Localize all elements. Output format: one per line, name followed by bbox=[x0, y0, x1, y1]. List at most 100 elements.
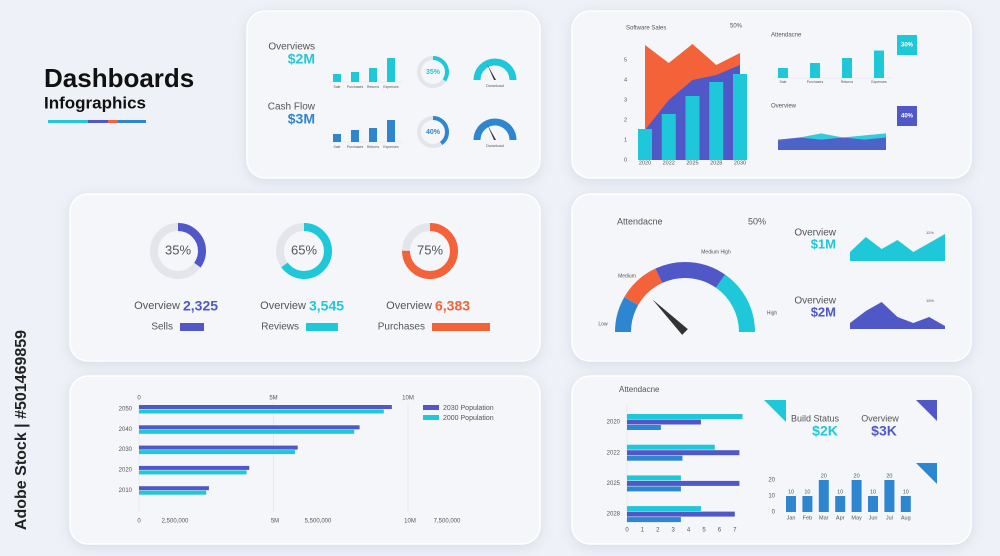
panel bbox=[246, 10, 541, 179]
badge-label: 40% bbox=[901, 114, 914, 120]
name: Sells bbox=[151, 322, 173, 333]
x-tick-label: 0 bbox=[137, 396, 141, 402]
gauge-label: Medium High bbox=[701, 249, 731, 255]
gauge-segment bbox=[655, 262, 726, 288]
bar-category: Returns bbox=[367, 145, 380, 149]
bar bbox=[139, 486, 209, 491]
gauge-needle bbox=[652, 299, 688, 335]
bar bbox=[139, 465, 250, 470]
accent bbox=[108, 120, 118, 123]
y-tick-label: 2050 bbox=[119, 407, 133, 413]
x-tick-label: 2025 bbox=[686, 160, 698, 166]
legend-label: 2030 Population bbox=[443, 405, 494, 412]
bar bbox=[627, 419, 701, 425]
bar bbox=[842, 58, 852, 78]
bar bbox=[874, 50, 884, 78]
bar-category: Returns bbox=[367, 85, 380, 89]
x-tick-label: 10M bbox=[402, 396, 414, 402]
bar bbox=[351, 130, 359, 142]
bar bbox=[369, 128, 377, 142]
bar-category: Purchases bbox=[347, 85, 364, 89]
y-tick-label: 4 bbox=[624, 77, 627, 83]
gauge-label: Download bbox=[486, 143, 504, 148]
bar bbox=[627, 475, 681, 481]
gauge-label: Low bbox=[598, 321, 608, 327]
donut-label: 35% bbox=[426, 69, 441, 76]
legend-swatch bbox=[423, 415, 439, 420]
amount: 6,383 bbox=[435, 298, 470, 314]
bar bbox=[802, 496, 813, 512]
x-tick-label: 1 bbox=[641, 528, 645, 534]
badge bbox=[897, 35, 917, 55]
gauge-segment bbox=[715, 274, 755, 333]
y-tick-label: 0 bbox=[772, 510, 776, 516]
value-label: 20 bbox=[886, 473, 892, 479]
decor bbox=[764, 400, 786, 422]
accent bbox=[88, 120, 108, 123]
bar bbox=[139, 409, 384, 414]
item-label: Overviews bbox=[268, 42, 315, 53]
y-tick-label: 2022 bbox=[607, 450, 621, 456]
accent bbox=[118, 120, 146, 123]
gauge-label: High bbox=[767, 310, 778, 316]
y-tick-label: 20 bbox=[768, 478, 775, 484]
bar bbox=[387, 120, 395, 142]
subtitle: Infographics bbox=[44, 93, 146, 112]
bar bbox=[627, 506, 701, 512]
bar bbox=[627, 450, 740, 456]
y-tick-label: 2030 bbox=[119, 447, 133, 453]
x-tick-label: 5M bbox=[269, 396, 277, 402]
name: Purchases bbox=[378, 322, 425, 333]
amount: 2,325 bbox=[183, 298, 218, 314]
bottom-label: 5M bbox=[271, 519, 279, 525]
x-tick-label: Jul bbox=[886, 515, 893, 521]
bar bbox=[139, 429, 355, 434]
chart-title: Attendacne bbox=[619, 385, 660, 394]
value-label: 10 bbox=[837, 489, 843, 495]
caption: Build Status bbox=[791, 413, 840, 423]
value-label: 10 bbox=[788, 489, 794, 495]
donut-label: 40% bbox=[426, 129, 441, 136]
amount: $3K bbox=[871, 423, 897, 439]
amount: $1M bbox=[811, 236, 836, 251]
bar bbox=[851, 480, 862, 512]
value-label: 10 bbox=[804, 489, 810, 495]
x-tick-label: 2030 bbox=[734, 160, 746, 166]
chart-title: Attendacne bbox=[771, 33, 802, 39]
bar bbox=[627, 480, 740, 486]
y-tick-label: 2020 bbox=[119, 467, 133, 473]
amount: 3,545 bbox=[309, 298, 344, 314]
bar bbox=[733, 74, 747, 160]
chart-percent: 50% bbox=[730, 24, 743, 30]
legend-label: 2000 Population bbox=[443, 415, 494, 422]
chart-percent: 50% bbox=[748, 216, 766, 226]
mini-gauge bbox=[473, 118, 517, 141]
bar bbox=[627, 486, 681, 492]
donut-label: 35% bbox=[165, 242, 191, 257]
decor bbox=[916, 463, 937, 484]
area bbox=[778, 137, 886, 150]
tag: 11% bbox=[926, 230, 934, 235]
legend-swatch bbox=[423, 405, 439, 410]
bar bbox=[139, 470, 247, 475]
bar bbox=[139, 490, 207, 495]
y-tick-label: 2025 bbox=[607, 481, 621, 487]
bar bbox=[868, 496, 878, 512]
mini-needle bbox=[487, 64, 496, 80]
x-tick-label: 3 bbox=[672, 528, 676, 534]
x-tick-label: Mar bbox=[819, 515, 829, 521]
x-tick-label: 6 bbox=[718, 528, 722, 534]
bar bbox=[627, 444, 715, 450]
x-tick-label: 5 bbox=[702, 528, 706, 534]
bar bbox=[139, 445, 298, 450]
bar bbox=[139, 425, 360, 430]
bar-category: Expenses bbox=[383, 145, 399, 149]
gauge-label: Download bbox=[486, 83, 504, 88]
donut-arc bbox=[276, 223, 332, 279]
x-tick-label: 2022 bbox=[663, 160, 675, 166]
bar bbox=[139, 405, 392, 409]
mini-gauge bbox=[473, 58, 517, 81]
chart-title: Overview bbox=[771, 104, 797, 110]
sparkline-area bbox=[850, 234, 945, 261]
